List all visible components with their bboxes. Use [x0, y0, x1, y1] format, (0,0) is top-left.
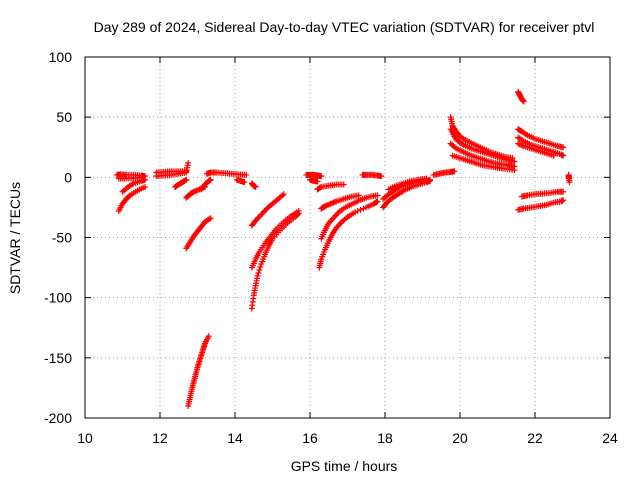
series-sat-r: [303, 171, 325, 180]
data-point-marker: [566, 179, 573, 186]
data-point-marker: [451, 168, 458, 175]
data-point-marker: [207, 215, 214, 222]
data-point-marker: [560, 188, 567, 195]
y-tick-label: 0: [64, 169, 72, 185]
series-sat-x: [359, 171, 385, 180]
data-point-marker: [241, 179, 248, 186]
plot-frame: [84, 56, 611, 419]
series-sat-l: [233, 176, 248, 186]
data-point-marker: [314, 178, 321, 185]
x-axis-label: GPS time / hours: [291, 458, 398, 474]
series-sat-ad: [447, 126, 518, 165]
series-sat-j: [198, 176, 214, 193]
data-point-marker: [354, 208, 361, 215]
x-tick-label: 18: [377, 430, 393, 446]
data-point-marker: [207, 176, 214, 183]
x-tick-label: 22: [527, 430, 543, 446]
data-point-marker: [374, 192, 381, 199]
series-sat-g: [172, 176, 190, 190]
y-tick-label: -200: [44, 410, 72, 426]
data-point-marker: [142, 183, 148, 190]
data-point-marker: [560, 144, 567, 151]
x-tick-label: 20: [452, 430, 468, 446]
data-point-marker: [182, 177, 189, 184]
data-point-marker: [280, 191, 287, 198]
series-sat-ab: [430, 168, 458, 178]
data-point-marker: [255, 269, 262, 276]
data-point-marker: [373, 199, 380, 206]
y-tick-label: -50: [52, 230, 72, 246]
series-sat-f: [153, 159, 192, 180]
series-sat-ae: [447, 140, 518, 170]
data-point-marker: [243, 171, 250, 178]
data-point-marker: [355, 192, 362, 199]
x-tick-label: 10: [77, 430, 93, 446]
series-sat-m: [248, 180, 259, 190]
series-sat-al: [515, 197, 567, 213]
series-sat-q: [248, 191, 287, 229]
data-point-marker: [550, 152, 557, 159]
data-point-marker: [352, 209, 358, 216]
data-point-marker: [256, 266, 263, 273]
y-tick-label: -150: [44, 350, 72, 366]
data-point-marker: [295, 208, 302, 215]
data-point-marker: [374, 198, 381, 205]
series-sat-i: [183, 215, 214, 252]
data-point-marker: [427, 176, 433, 183]
y-tick-label: 100: [49, 49, 73, 65]
series-sat-aa: [385, 175, 430, 193]
series-sat-ak: [518, 188, 567, 200]
data-points: [113, 88, 573, 409]
series-sat-k: [203, 169, 250, 178]
series-sat-c: [115, 183, 148, 215]
series-sat-u: [316, 198, 381, 271]
data-point-marker: [185, 159, 192, 166]
series-sat-am: [565, 171, 573, 186]
series-sat-p: [248, 208, 302, 271]
x-tick-label: 16: [302, 430, 318, 446]
series-sat-af: [449, 152, 518, 174]
series-sat-n: [185, 333, 212, 409]
data-point-marker: [560, 152, 567, 159]
data-point-marker: [257, 263, 264, 270]
data-point-marker: [520, 98, 527, 105]
data-point-marker: [142, 176, 148, 183]
data-point-marker: [357, 206, 364, 213]
data-point-marker: [560, 197, 567, 204]
data-point-marker: [252, 183, 259, 190]
y-tick-label: 50: [56, 109, 72, 125]
series-sat-t: [314, 181, 347, 193]
series-sat-ah: [515, 126, 567, 151]
data-point-marker: [183, 176, 190, 183]
y-tick-label: -100: [44, 290, 72, 306]
x-tick-label: 12: [152, 430, 168, 446]
data-point-marker: [318, 173, 325, 180]
series-sat-v: [318, 192, 381, 242]
data-point-marker: [317, 184, 324, 191]
series-sat-w: [318, 192, 362, 212]
data-point-marker: [340, 181, 347, 188]
axis-ticks: 10 12 14 16 18 20 22 24 100 50 0 -50 -100 -150 -200: [44, 49, 618, 446]
series-sat-b: [115, 174, 145, 182]
y-axis-label: SDTVAR / TECUs: [7, 182, 23, 294]
data-point-marker: [254, 273, 261, 280]
data-point-marker: [423, 175, 430, 182]
series-sat-aj: [515, 140, 557, 159]
grid-lines: [85, 57, 610, 418]
series-sat-d: [119, 176, 148, 195]
x-tick-label: 14: [227, 430, 243, 446]
series-sat-ag: [515, 88, 527, 105]
x-tick-label: 24: [602, 430, 618, 446]
data-point-marker: [205, 333, 212, 340]
chart-title: Day 289 of 2024, Sidereal Day-to-day VTE…: [94, 19, 595, 35]
series-sat-s: [307, 176, 321, 185]
data-point-marker: [360, 205, 367, 212]
data-point-marker: [511, 167, 518, 174]
data-point-marker: [378, 173, 385, 180]
